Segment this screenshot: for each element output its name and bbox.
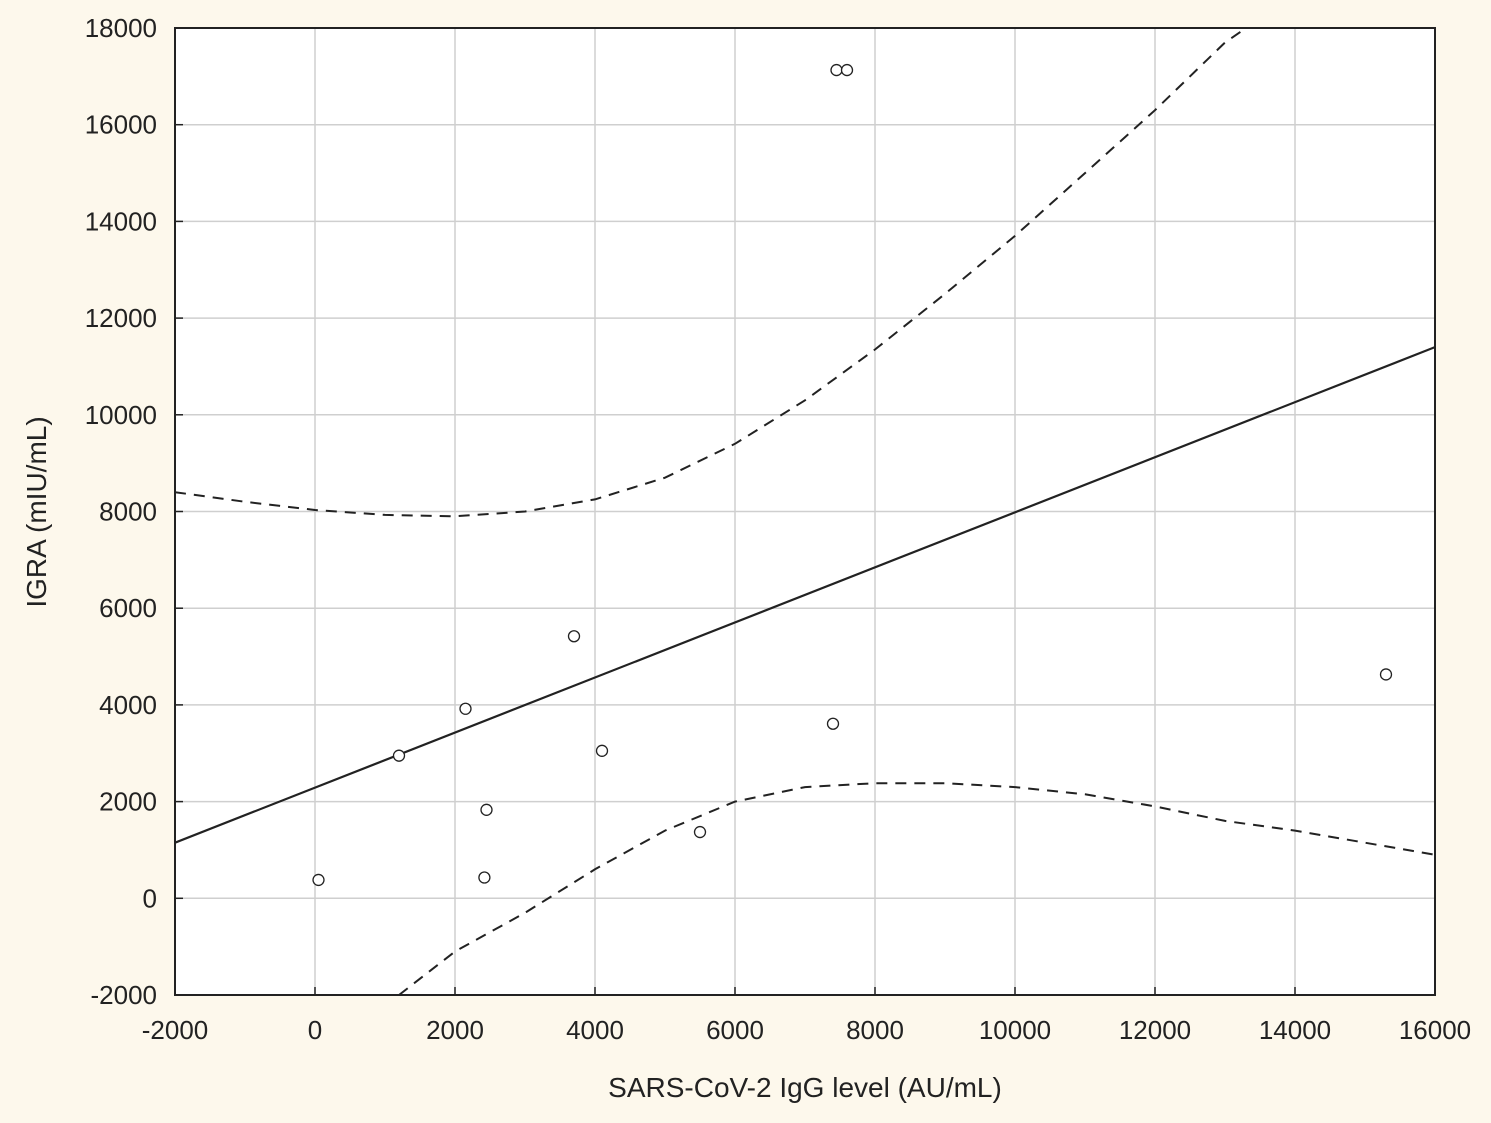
data-point: [840, 63, 854, 77]
data-point: [459, 702, 472, 715]
y-tick-label: 16000: [85, 110, 157, 140]
y-tick-label: 4000: [99, 690, 157, 720]
data-point: [312, 873, 325, 887]
y-tick-label: 0: [143, 883, 157, 913]
data-point: [693, 825, 707, 839]
x-tick-label: 4000: [566, 1015, 624, 1045]
y-tick-label: 18000: [85, 13, 157, 43]
confidence-band-upper: [175, 28, 1247, 518]
x-tick-label: 14000: [1259, 1015, 1331, 1045]
y-axis-title: IGRA (mIU/mL): [21, 416, 52, 607]
data-points: [312, 63, 1393, 887]
x-tick-label: 16000: [1399, 1015, 1471, 1045]
data-point: [830, 63, 843, 77]
x-tick-label: 2000: [426, 1015, 484, 1045]
x-tick-label: 0: [308, 1015, 322, 1045]
x-tick-label: 10000: [979, 1015, 1051, 1045]
y-tick-label: 8000: [99, 497, 157, 527]
tick-labels: -2000 0 2000 4000 6000 8000 10000 12000 14000 160…: [85, 13, 1471, 1045]
x-tick-label: 6000: [706, 1015, 764, 1045]
x-tick-label: 12000: [1119, 1015, 1191, 1045]
data-point: [478, 871, 491, 884]
data-point: [480, 803, 493, 816]
x-tick-label: 8000: [846, 1015, 904, 1045]
x-axis-title: SARS-CoV-2 IgG level (AU/mL): [608, 1072, 1002, 1103]
curve-group: [175, 28, 1435, 995]
confidence-band-lower: [398, 782, 1435, 995]
regression-line: [175, 346, 1435, 844]
y-tick-label: 14000: [85, 206, 157, 236]
curves: [175, 28, 1435, 995]
y-tick-label: 6000: [99, 593, 157, 623]
x-tick-label: -2000: [142, 1015, 209, 1045]
data-point: [1379, 668, 1393, 681]
y-tick-label: 2000: [99, 787, 157, 817]
data-point: [826, 717, 840, 730]
data-point: [392, 749, 406, 762]
plot-frame: [174, 27, 1436, 996]
data-point: [567, 630, 581, 643]
data-point: [595, 744, 609, 757]
y-tick-label: 10000: [85, 400, 157, 430]
y-tick-label: 12000: [85, 303, 157, 333]
y-tick-label: -2000: [91, 980, 158, 1010]
